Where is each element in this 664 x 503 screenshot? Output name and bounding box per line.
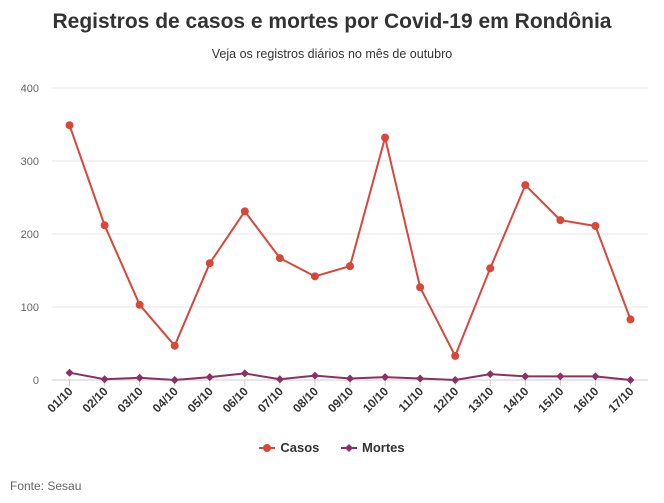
x-tick-label: 10/10 [360,384,391,415]
data-point-mortes [135,373,144,382]
x-tick-label: 03/10 [115,384,146,415]
data-point-casos [65,121,74,130]
x-tick-label: 01/10 [45,384,76,415]
legend-label-casos: Casos [280,440,320,455]
x-tick-label: 02/10 [80,384,111,415]
x-tick-label: 04/10 [150,384,181,415]
y-tick-label: 400 [21,83,39,95]
data-point-mortes [65,368,74,377]
x-tick-label: 05/10 [185,384,216,415]
data-point-mortes [416,374,425,383]
data-point-mortes [275,375,284,384]
data-point-casos [205,259,214,268]
data-point-casos [240,207,249,216]
data-point-casos [486,264,495,273]
legend-diamond-marker-icon [341,443,358,452]
data-point-casos [310,272,319,281]
data-point-casos [170,341,179,350]
x-tick-label: 06/10 [220,384,251,415]
chart-legend: Casos Mortes [0,440,664,456]
chart-title: Registros de casos e mortes por Covid-19… [52,10,612,33]
chart-subtitle: Veja os registros diários no mês de outu… [211,47,453,61]
data-point-mortes [205,373,214,382]
series-line-casos [68,124,632,357]
data-point-mortes [591,372,600,381]
data-point-casos [275,254,284,263]
legend-circle-marker-icon [259,443,276,452]
data-point-mortes [451,376,460,384]
x-tick-label: 16/10 [570,384,601,415]
data-point-casos [521,181,530,190]
y-tick-label: 100 [21,302,39,314]
x-tick-label: 15/10 [535,384,566,415]
data-point-mortes [170,376,179,384]
y-tick-label: 0 [33,375,39,387]
x-tick-label: 13/10 [465,384,496,415]
data-point-casos [591,221,600,230]
legend-item-mortes[interactable]: Mortes [341,440,405,455]
line-chart: 0 100 200 300 400 01/10 02/10 03/10 04/10 05/10 06… [21,83,648,415]
x-tick-label: 12/10 [430,384,461,415]
x-tick-label: 07/10 [255,384,286,415]
data-point-casos [135,300,144,309]
data-point-casos [381,133,390,142]
data-point-mortes [521,372,530,381]
y-tick-label: 300 [21,156,39,168]
data-point-mortes [240,369,249,378]
x-tick-label: 11/10 [396,384,427,415]
data-point-casos [626,315,635,324]
data-point-mortes [381,373,390,382]
data-point-casos [556,216,565,225]
x-tick-label: 14/10 [500,384,531,415]
data-point-casos [346,262,354,271]
y-tick-label: 200 [21,229,39,241]
data-point-mortes [346,374,354,383]
data-point-casos [451,351,460,360]
x-tick-label: 09/10 [325,384,356,415]
legend-label-mortes: Mortes [362,440,405,455]
data-point-mortes [556,372,565,381]
data-point-mortes [626,376,635,384]
data-point-mortes [310,371,319,380]
data-point-casos [100,221,109,230]
data-point-mortes [100,375,109,384]
source-note: Fonte: Sesau [10,479,82,493]
legend-item-casos[interactable]: Casos [259,440,319,455]
data-point-mortes [486,370,495,379]
x-tick-label: 17/10 [605,384,636,415]
data-point-casos [416,283,425,292]
x-tick-label: 08/10 [290,384,321,415]
